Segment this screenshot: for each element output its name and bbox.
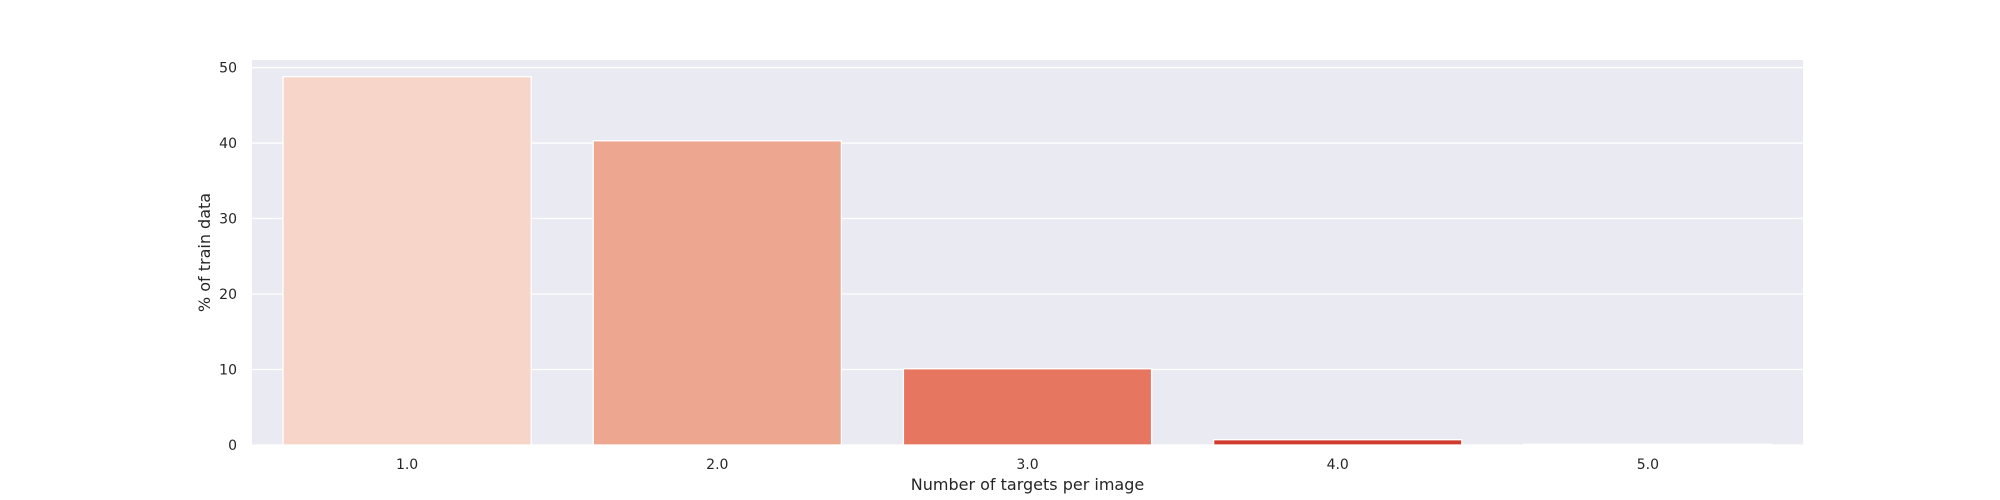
y-tick-label: 40 [219,136,237,152]
bar-1.0 [282,75,532,446]
x-tick-label: 5.0 [1637,457,1659,473]
x-tick-label: 4.0 [1327,457,1349,473]
bar-3.0 [902,368,1153,446]
y-tick-labels: 0 10 20 30 40 50 [219,61,237,454]
y-tick-label: 50 [219,61,237,77]
y-tick-label: 30 [219,212,237,228]
y-tick-label: 10 [219,363,237,379]
x-tick-label: 1.0 [396,457,418,473]
bar-4.0 [1212,439,1463,446]
x-axis-label: Number of targets per image [911,475,1144,494]
y-tick-label: 0 [228,438,237,454]
x-tick-labels: 1.0 2.0 3.0 4.0 5.0 [396,457,1659,473]
x-tick-label: 2.0 [706,457,728,473]
y-axis-label: % of train data [195,193,214,312]
bar-2.0 [592,140,843,446]
y-tick-label: 20 [219,287,237,303]
bar-5.0 [1523,443,1773,446]
bars [282,75,1773,446]
x-tick-label: 3.0 [1016,457,1038,473]
